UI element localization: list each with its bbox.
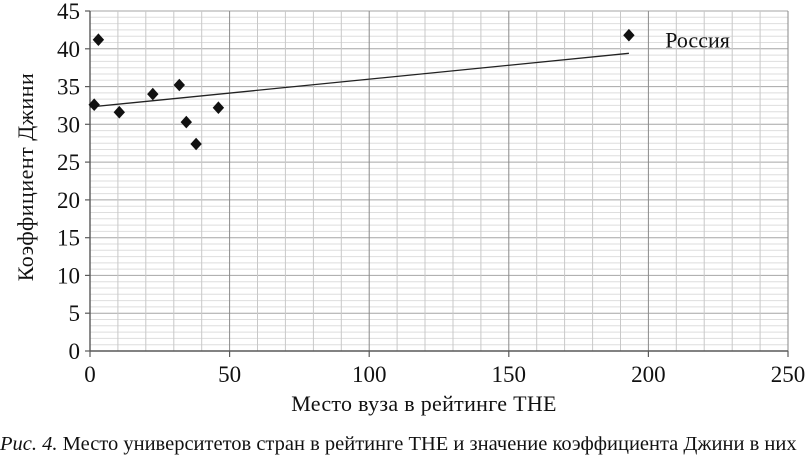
- data-point: [623, 28, 635, 42]
- caption-number: Рис. 4.: [0, 433, 58, 455]
- y-tick-label: 15: [57, 226, 80, 251]
- y-tick-label: 20: [57, 188, 80, 213]
- y-axis-ticks: 0 5 10 15 20 25 30 35 40 45: [57, 0, 90, 364]
- x-tick-label: 200: [631, 362, 666, 387]
- scatter-chart: 0 5 10 15 20 25 30 35 40 45 0 50 100 150 200 250 Россия …: [13, 0, 805, 416]
- data-point: [212, 101, 225, 114]
- x-tick-label: 150: [492, 362, 527, 387]
- y-tick-label: 25: [57, 150, 80, 175]
- y-tick-label: 45: [57, 0, 80, 24]
- y-tick-label: 10: [57, 263, 80, 288]
- data-points: [88, 28, 635, 151]
- x-tick-label: 0: [84, 362, 96, 387]
- x-axis-ticks: 0 50 100 150 200 250: [84, 351, 805, 387]
- y-tick-label: 30: [57, 112, 80, 137]
- data-point: [180, 115, 192, 129]
- figure-caption: Рис. 4. Место университетов стран в рейт…: [0, 430, 812, 458]
- data-point: [113, 105, 125, 119]
- y-tick-label: 0: [69, 339, 81, 364]
- axes: [89, 11, 788, 352]
- annotation-label: Россия: [665, 28, 730, 53]
- data-point: [147, 87, 159, 101]
- plot-svg: 0 5 10 15 20 25 30 35 40 45 0 50 100 150 200 250 Россия: [57, 0, 805, 387]
- data-point: [190, 137, 202, 151]
- x-tick-label: 100: [352, 362, 387, 387]
- y-axis-title: Коэффициент Джини: [13, 72, 38, 282]
- y-tick-label: 40: [57, 37, 80, 62]
- x-tick-label: 50: [218, 362, 241, 387]
- data-point: [88, 98, 100, 111]
- trendline: [89, 52, 629, 108]
- x-axis-title: Место вуза в рейтинге THE: [291, 391, 557, 416]
- vertical-gridlines: [117, 11, 789, 351]
- data-point: [92, 33, 105, 46]
- horizontal-gridlines: [90, 10, 788, 346]
- y-tick-label: 35: [57, 75, 80, 100]
- caption-body: Место университетов стран в рейтинге THE…: [57, 433, 797, 455]
- data-point: [173, 78, 185, 92]
- x-tick-label: 250: [771, 362, 806, 387]
- y-tick-label: 5: [69, 301, 81, 326]
